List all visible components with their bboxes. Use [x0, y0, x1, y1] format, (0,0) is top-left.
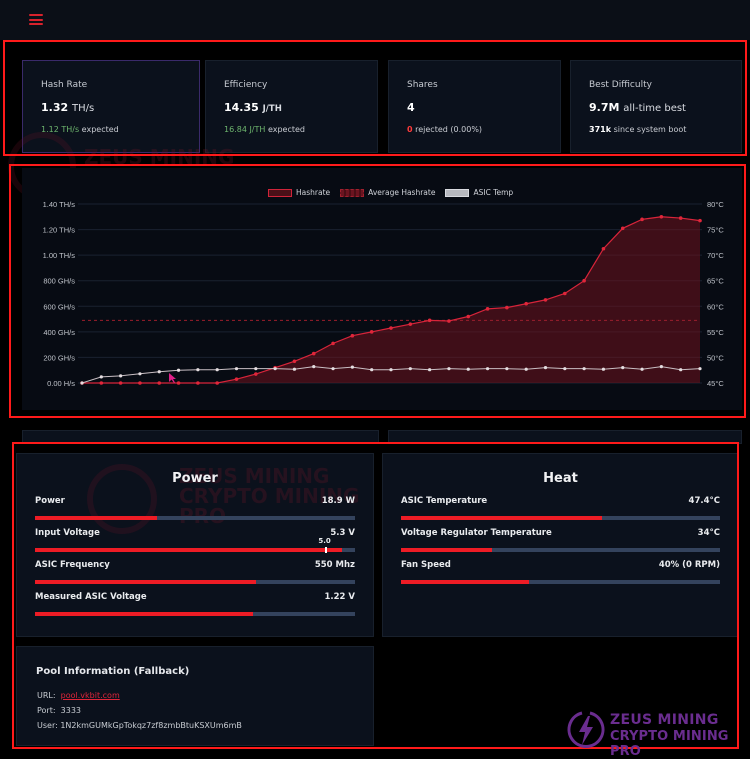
legend-swatch-asic-temp[interactable]	[445, 188, 470, 197]
stat-label: Efficiency	[224, 80, 268, 90]
pool-url-row: URL: pool.vkbit.com	[37, 691, 120, 700]
metric-value: 1.22 V	[324, 592, 355, 602]
progress-fill	[401, 580, 529, 584]
stat-card-best-difficulty: Best Difficulty 9.7M all-time best 371k …	[570, 60, 742, 153]
stat-since-boot: 371k since system boot	[589, 125, 687, 134]
chart-plot: 0.00 H/s 45°C 200 GH/s 50°C 400 GH/s 55°C 600 …	[43, 200, 725, 388]
metric-label: Fan Speed	[401, 560, 451, 570]
section-strip-left	[22, 430, 379, 444]
pool-user-label: User:	[37, 721, 58, 730]
metric-label: Measured ASIC Voltage	[35, 592, 147, 602]
logo-line1: ZEUS MINING	[610, 712, 719, 728]
svg-text:50°C: 50°C	[707, 353, 724, 362]
progress-bar	[401, 516, 720, 520]
metric-value: 40% (0 RPM)	[658, 560, 720, 570]
pool-title: Pool Information (Fallback)	[36, 666, 190, 677]
progress-fill	[35, 516, 157, 520]
svg-text:400 GH/s: 400 GH/s	[43, 328, 75, 337]
svg-text:75°C: 75°C	[707, 226, 724, 235]
svg-text:600 GH/s: 600 GH/s	[43, 302, 75, 311]
svg-text:1.20 TH/s: 1.20 TH/s	[43, 226, 76, 235]
heat-panel: Heat ASIC Temperature 47.4°C Voltage Reg…	[382, 453, 739, 637]
progress-bar	[401, 548, 720, 552]
progress-fill	[35, 580, 256, 584]
stat-expected: 16.84 J/TH expected	[224, 125, 306, 134]
svg-text:0.00 H/s: 0.00 H/s	[47, 379, 75, 388]
section-strip-right	[388, 430, 742, 444]
metric-label: Power	[35, 496, 65, 506]
stat-card-shares: Shares 4 0 rejected (0.00%)	[388, 60, 561, 153]
metric-label: ASIC Temperature	[401, 496, 488, 506]
stat-rejected: 0 rejected (0.00%)	[407, 125, 483, 134]
metric-value: 34°C	[697, 528, 720, 538]
stat-label: Best Difficulty	[589, 80, 652, 90]
pool-port-value: 3333	[60, 706, 82, 715]
legend-label-average: Average Hashrate	[368, 188, 436, 197]
svg-text:1.00 TH/s: 1.00 TH/s	[43, 251, 76, 260]
pool-user-row: User: 1N2kmGUMkGpTokqz7zf8zmbBtuKSXUm6mB	[37, 721, 242, 730]
progress-fill	[401, 516, 602, 520]
progress-bar	[401, 580, 720, 584]
metric-label: Voltage Regulator Temperature	[401, 528, 552, 538]
stat-label: Shares	[407, 80, 438, 90]
progress-fill	[35, 612, 253, 616]
chart-legend: Hashrate Average Hashrate ASIC Temp	[268, 188, 513, 197]
svg-text:60°C: 60°C	[707, 302, 724, 311]
svg-text:1.40 TH/s: 1.40 TH/s	[43, 200, 76, 209]
stat-value: 9.7M all-time best	[589, 101, 686, 114]
top-bar	[0, 0, 750, 40]
pool-port-row: Port: 3333	[37, 706, 81, 715]
metric-value: 550 Mhz	[314, 560, 355, 570]
bar-marker-label: 5.0	[318, 537, 331, 545]
progress-fill	[35, 548, 343, 552]
stat-value: 1.32 TH/s	[41, 101, 95, 114]
metric-label: ASIC Frequency	[35, 560, 110, 570]
svg-text:80°C: 80°C	[707, 200, 724, 209]
legend-label-hashrate: Hashrate	[296, 188, 331, 197]
progress-bar	[35, 516, 355, 520]
metric-label: Input Voltage	[35, 528, 100, 538]
legend-label-asic-temp: ASIC Temp	[473, 188, 514, 197]
hamburger-menu-icon[interactable]	[29, 14, 43, 25]
svg-text:200 GH/s: 200 GH/s	[43, 353, 75, 362]
lightning-logo-icon	[567, 711, 605, 748]
svg-text:65°C: 65°C	[707, 277, 724, 286]
metric-value: 18.9 W	[321, 496, 355, 506]
progress-bar: 5.0	[35, 537, 355, 553]
brand-logo: ZEUS MINING CRYPTO MINING PRO	[566, 708, 746, 759]
bar-marker	[324, 547, 327, 553]
stat-card-hash-rate: Hash Rate 1.32 TH/s 1.12 TH/s expected	[22, 60, 200, 153]
legend-swatch-hashrate[interactable]	[268, 188, 292, 197]
pool-user-value: 1N2kmGUMkGpTokqz7zf8zmbBtuKSXUm6mB	[60, 721, 242, 730]
metric-value: 47.4°C	[688, 496, 720, 506]
legend-swatch-average[interactable]	[340, 188, 365, 197]
stat-value: 14.35 J/TH	[224, 101, 282, 114]
progress-fill	[401, 548, 492, 552]
stat-value: 4	[407, 101, 415, 114]
progress-bar	[35, 580, 355, 584]
svg-text:45°C: 45°C	[707, 379, 724, 388]
stat-label: Hash Rate	[41, 80, 88, 90]
pool-info-panel: Pool Information (Fallback) URL: pool.vk…	[16, 646, 374, 746]
stat-card-efficiency: Efficiency 14.35 J/TH 16.84 J/TH expecte…	[205, 60, 378, 153]
pool-url-link[interactable]: pool.vkbit.com	[60, 691, 120, 700]
pool-url-label: URL:	[37, 691, 56, 700]
heat-title: Heat	[543, 471, 578, 486]
metric-value: 5.3 V	[330, 528, 355, 538]
svg-text:55°C: 55°C	[707, 328, 724, 337]
svg-text:70°C: 70°C	[707, 251, 724, 260]
logo-line2: CRYPTO MINING PRO	[610, 729, 729, 759]
svg-text:800 GH/s: 800 GH/s	[43, 277, 75, 286]
progress-bar	[35, 612, 355, 616]
power-title: Power	[172, 471, 218, 486]
stat-expected: 1.12 TH/s expected	[41, 125, 119, 134]
pool-port-label: Port:	[37, 706, 56, 715]
